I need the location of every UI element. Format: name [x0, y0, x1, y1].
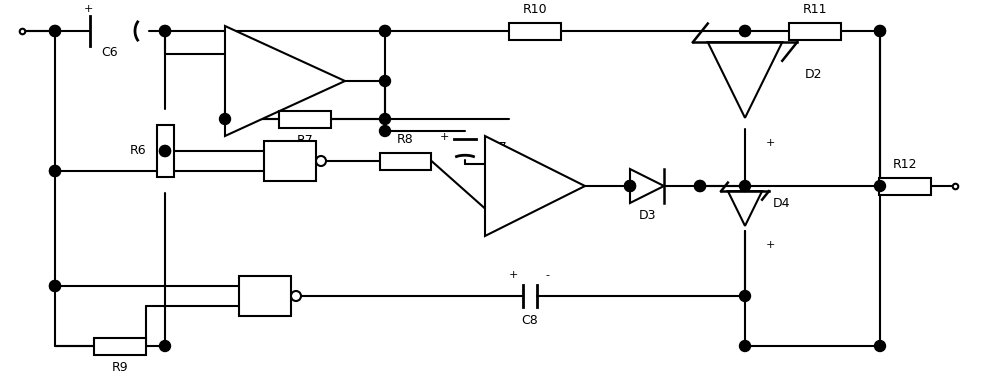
Circle shape	[50, 25, 61, 36]
Circle shape	[160, 25, 170, 36]
Circle shape	[50, 280, 61, 292]
Text: +: +	[245, 281, 253, 291]
Circle shape	[875, 181, 886, 192]
Circle shape	[875, 341, 886, 352]
Text: +: +	[765, 138, 775, 148]
Bar	[264, 141, 316, 181]
Circle shape	[740, 341, 750, 352]
Circle shape	[624, 181, 636, 192]
Text: IC5: IC5	[258, 289, 276, 301]
Bar	[380, 152, 431, 170]
Polygon shape	[728, 191, 762, 226]
Text: +: +	[439, 132, 449, 142]
Bar	[509, 23, 561, 39]
Text: R12: R12	[893, 158, 917, 171]
Circle shape	[380, 126, 390, 136]
Text: +: +	[270, 146, 278, 156]
Text: -: -	[235, 93, 239, 103]
Text: IC4: IC4	[282, 154, 302, 167]
Bar	[279, 111, 331, 127]
Circle shape	[875, 25, 886, 36]
Circle shape	[380, 25, 390, 36]
Circle shape	[380, 25, 390, 36]
Circle shape	[875, 25, 886, 36]
Text: P3: P3	[539, 167, 555, 181]
Circle shape	[740, 25, 750, 36]
Text: +: +	[765, 240, 775, 250]
Polygon shape	[225, 26, 345, 136]
Circle shape	[50, 280, 61, 292]
Text: -: -	[247, 301, 251, 311]
Circle shape	[694, 181, 706, 192]
Circle shape	[380, 75, 390, 86]
Circle shape	[50, 25, 61, 36]
Polygon shape	[708, 42, 782, 118]
Circle shape	[160, 25, 170, 36]
Text: +: +	[492, 152, 502, 162]
Circle shape	[291, 291, 301, 301]
Circle shape	[160, 145, 170, 156]
Circle shape	[50, 165, 61, 176]
Circle shape	[740, 181, 750, 192]
Bar	[156, 125, 174, 177]
Text: D3: D3	[638, 208, 656, 221]
Circle shape	[624, 181, 636, 192]
Text: R9: R9	[112, 361, 128, 374]
Text: -: -	[272, 166, 276, 176]
Circle shape	[694, 181, 706, 192]
Circle shape	[740, 291, 750, 301]
Circle shape	[220, 113, 230, 124]
Text: R8: R8	[397, 133, 414, 146]
Text: R7: R7	[297, 134, 313, 147]
Circle shape	[160, 341, 170, 352]
Circle shape	[380, 113, 390, 124]
Circle shape	[316, 156, 326, 166]
Text: +: +	[232, 44, 242, 54]
Text: C6: C6	[102, 47, 118, 59]
Text: R11: R11	[803, 3, 827, 16]
Polygon shape	[485, 136, 585, 236]
Text: P2: P2	[289, 63, 305, 75]
Circle shape	[50, 165, 61, 176]
Bar	[239, 276, 291, 316]
Text: +: +	[508, 270, 518, 280]
Text: R10: R10	[523, 3, 547, 16]
Text: -: -	[545, 270, 549, 280]
Text: +: +	[83, 4, 93, 14]
Text: C7: C7	[490, 141, 507, 154]
Text: C8: C8	[522, 314, 538, 328]
Bar	[879, 178, 931, 194]
Polygon shape	[630, 169, 664, 203]
Text: D2: D2	[805, 68, 822, 81]
Circle shape	[160, 145, 170, 156]
Text: D4: D4	[772, 197, 790, 210]
Text: -: -	[495, 197, 499, 207]
Text: R6: R6	[130, 145, 147, 158]
Bar	[789, 23, 841, 39]
Bar	[94, 337, 146, 355]
Circle shape	[740, 25, 750, 36]
